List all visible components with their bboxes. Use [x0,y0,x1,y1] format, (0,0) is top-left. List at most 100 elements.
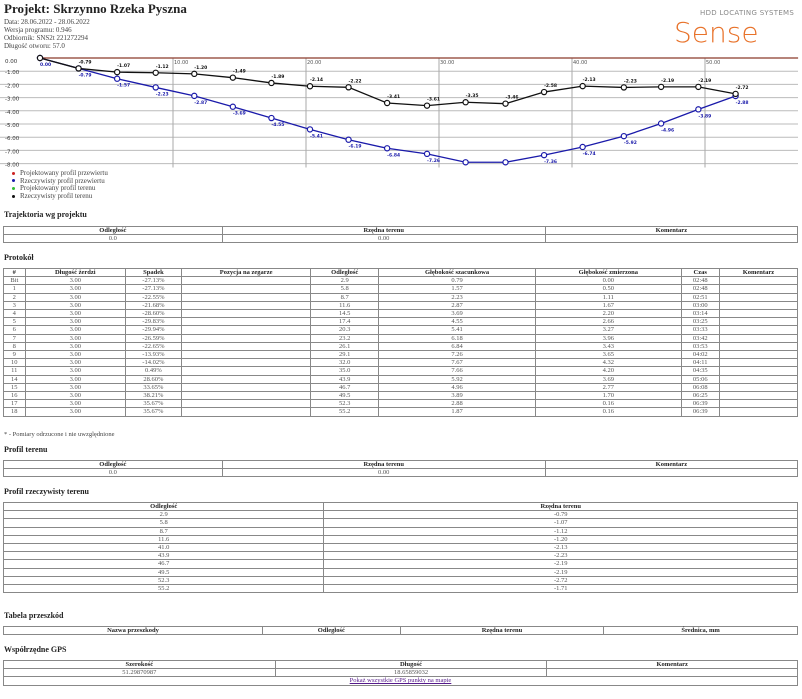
column-header: Rzędna terenu [221,459,546,470]
data-label: -3.41 [387,94,400,100]
trajektoria-table: Odległość Rzędna terenu Komentarz 0.0 0.00 [3,225,799,244]
table-cell: 3.00 [24,391,126,401]
data-label: -1.57 [117,83,130,89]
y-tick-label: -3.00 [5,97,20,103]
table-row: 11.6 -1.20 [2,534,798,545]
table-cell: -0.79 [323,510,798,520]
terrain-point [36,54,44,62]
table-cell: 1.67 [535,300,682,311]
table-cell: -13.93% [124,350,182,360]
table-cell: 5.41 [378,325,537,335]
table-cell: -1.20 [323,534,798,545]
table-row: 14 3.00 28.60% 43.9 5.92 3.69 05:06 [3,374,799,384]
table-cell: 9 [3,350,26,360]
table-cell: 23.2 [310,333,380,343]
table-cell: 0.0 [3,234,223,244]
table-cell: 46.7 [310,382,380,393]
table-cell [180,399,312,409]
data-label: -4.96 [661,127,674,133]
table-cell: 4.96 [378,382,537,393]
data-label: -3.35 [466,93,479,99]
table-cell [718,300,799,311]
table-row: 5 3.00 -29.83% 17.4 4.55 2.66 03:25 [3,317,799,327]
table-cell: 3.00 [24,325,126,335]
table-cell [718,276,799,286]
table-cell: 3.69 [535,374,682,384]
table-cell: 7 [3,333,26,343]
y-tick-label: -4.00 [5,110,20,116]
table-cell: 2.87 [378,300,537,311]
table-cell [180,333,312,343]
profil-terenu-table: Odległość Rzędna terenu Komentarz 0.0 0.00 [3,459,799,478]
table-row: 43.9 -2.23 [2,551,798,561]
y-tick-label: -7.00 [5,149,20,155]
table-cell: 5 [3,317,26,327]
table-cell: 1.70 [535,391,682,401]
column-header: Odległość [310,267,380,278]
table-cell: 3.69 [378,309,537,319]
table-row: 4 3.00 -28.60% 14.5 3.69 2.20 03:14 [3,309,799,319]
data-label: -6.19 [349,144,362,150]
bore-point [345,136,352,143]
table-cell: 3.00 [24,382,126,393]
bore-point [113,75,121,82]
table-cell: 3.00 [24,399,126,409]
table-row: 0.0 0.00 [3,468,799,478]
table-cell: 03:33 [680,325,720,335]
table-cell: 43.9 [2,551,325,561]
table-cell: 18 [3,407,26,417]
table-cell: -28.60% [124,309,182,319]
section-heading-profil-terenu: Profil terenu [4,445,48,454]
table-cell: 04:11 [680,358,720,368]
table-cell: 0.49% [124,366,182,376]
bore-point [540,151,548,159]
table-cell: 03:14 [680,309,720,319]
table-cell [546,668,798,678]
table-row: 52.3 -2.72 [2,575,798,586]
column-header: Długość żerdzi [24,267,126,278]
data-label: -0.79 [79,72,92,78]
data-label: -6.74 [583,151,596,157]
y-tick-label: -8.00 [5,163,20,168]
terrain-point [657,83,665,91]
table-cell [180,391,312,401]
table-cell: 32.0 [310,358,380,368]
y-tick-label: -6.00 [5,136,20,142]
terrain-point [462,99,469,106]
table-row: 11 3.00 0.49% 35.0 7.66 4.20 04:35 [3,366,799,376]
data-label: -3.89 [698,113,711,119]
table-cell [180,366,312,376]
x-tick-label: 30.00 [440,60,454,66]
show-gps-map-link[interactable]: Pokaż wszystkie GPS punkty na mapie [349,677,452,685]
table-row: 18 3.00 35.67% 55.2 1.87 0.16 06:39 [3,407,799,417]
legend-label: Rzeczywisty profil przewiertu [20,176,105,185]
bore-point [620,132,628,140]
table-cell: 55.2 [310,407,380,417]
table-cell: -14.02% [124,358,182,368]
table-header-row: Odległość Rzędna terenu Komentarz [3,459,799,470]
table-row: 2 3.00 -22.55% 8.7 2.23 1.11 02:51 [3,292,799,302]
table-cell: 06:39 [680,399,720,409]
section-heading-przeszkody: Tabela przeszkód [4,611,64,620]
protokol-note: * - Pomiary odrzucone i nie uwzględnione [4,431,115,438]
x-tick-label: 40.00 [573,60,587,66]
data-label: -7.36 [544,159,557,165]
x-tick-label: 10.00 [174,60,188,66]
table-cell: 1.57 [378,284,537,294]
table-cell: 52.3 [2,575,325,586]
data-label: -3.61 [427,97,440,103]
table-row: 3 3.00 -21.68% 11.6 2.87 1.67 03:00 [3,300,799,311]
bore-point [191,92,198,100]
bore-point [306,126,314,133]
table-cell: 3.00 [24,341,126,352]
section-heading-protokol: Protokół [4,253,34,262]
data-label: -2.23 [156,91,169,97]
table-cell: 1.87 [378,407,537,417]
data-label: -2.23 [624,78,637,84]
table-cell: 14.5 [310,309,380,319]
y-tick-label: -1.00 [5,70,20,76]
table-cell: 8.7 [310,292,380,302]
table-cell: -1.12 [323,526,798,536]
table-row: 55.2 -1.71 [2,584,798,594]
table-cell: 3.89 [378,391,537,401]
